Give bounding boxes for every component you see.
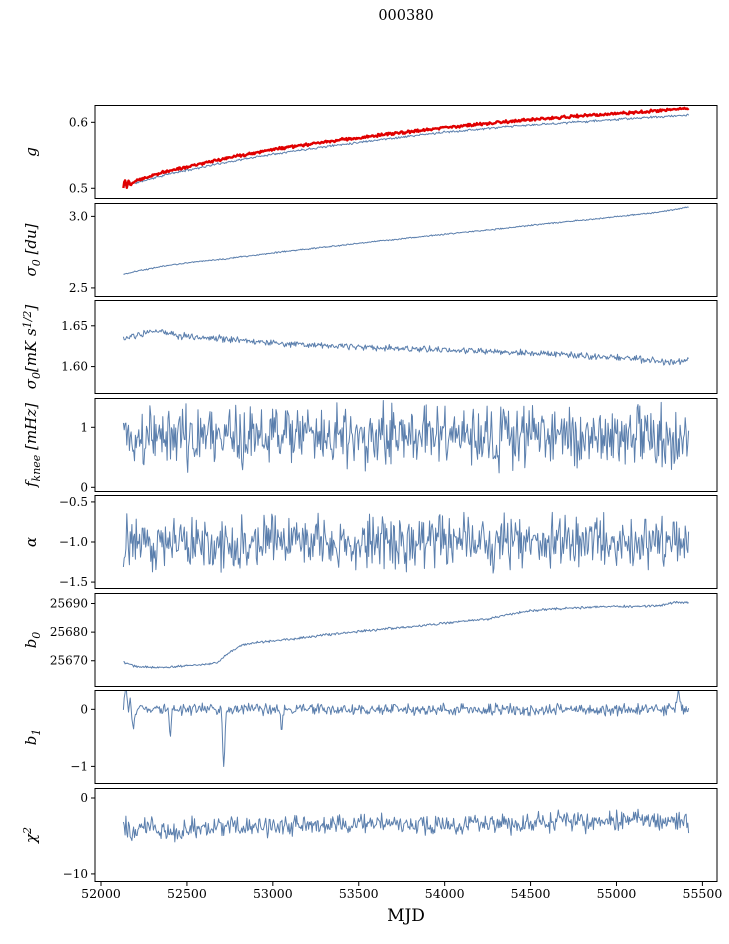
chart-title: 000380 <box>378 8 434 24</box>
panel-sigma0-mks-plot: 1.60 1.65 σ0​[mK s1/2​] <box>21 300 718 394</box>
y-axis-label-g: g <box>22 147 40 157</box>
y-tick-label: 0.6 <box>69 115 88 129</box>
y-axis-label-chi2: χ2​ <box>21 826 40 843</box>
y-tick-label: 3.0 <box>69 209 88 223</box>
y-axis-label-sigma0-du: σ0​ [du] <box>22 223 43 276</box>
x-tick-label: 52500 <box>167 886 207 901</box>
series-sigma0-du <box>123 206 689 275</box>
y-tick-label: −0.5 <box>59 495 88 509</box>
panel-sigma0-du-plot: 2.5 3.0 σ0​ [du] <box>22 202 718 297</box>
panel-chi2: 0 −10 χ2​ <box>0 787 729 886</box>
y-tick-label: 25690 <box>50 596 88 610</box>
y-tick-label: 25680 <box>50 625 88 639</box>
series-b0 <box>123 600 689 669</box>
series-sigma0-mks <box>122 329 689 366</box>
panel-g-plot: 0.5 0.6 g <box>22 105 718 199</box>
y-tick-label: 2.5 <box>69 280 88 294</box>
x-tick-label: 53500 <box>338 886 379 901</box>
y-tick-label: 0 <box>80 480 88 494</box>
y-tick-label: 1.65 <box>61 319 88 333</box>
panel-sigma0-du: 2.5 3.0 σ0​ [du] <box>0 202 729 297</box>
y-axis-label-sigma0-mks: σ0​[mK s1/2​] <box>21 305 43 390</box>
y-tick-label: 0 <box>80 702 88 716</box>
y-tick-label: −1 <box>70 759 88 773</box>
panel-b0: 25670 25680 25690 b0​ <box>0 592 729 687</box>
y-axis-label-fknee: fknee​ [mHz] <box>22 402 43 487</box>
panel-b0-plot: 25670 25680 25690 b0​ <box>22 592 718 687</box>
y-tick-label: −10 <box>63 866 88 880</box>
panel-sigma0-mks-border <box>94 300 718 394</box>
panel-sigma0-mks: 1.60 1.65 σ0​[mK s1/2​] <box>0 300 729 394</box>
panel-sigma0-du-border <box>94 202 718 297</box>
y-tick-label: 0 <box>80 790 88 804</box>
y-axis-label-alpha: α <box>22 537 40 547</box>
y-tick-label: −1.5 <box>59 575 88 589</box>
panel-chi2-plot: 0 −10 χ2​ <box>21 787 718 886</box>
panel-fknee-border <box>94 397 718 492</box>
x-tick-label: 55500 <box>682 886 723 901</box>
panel-b1-border <box>94 690 718 784</box>
panel-alpha-plot: −0.5 −1.0 −1.5 α <box>22 495 718 589</box>
panel-alpha-border <box>94 495 718 589</box>
x-tick-label: 54000 <box>424 886 465 901</box>
panel-b1: 0 −1 b1​ <box>0 690 729 784</box>
panel-alpha: −0.5 −1.0 −1.5 α <box>0 495 729 589</box>
y-axis-label-b1: b1​ <box>22 729 43 746</box>
x-tick-label: 52000 <box>81 886 121 901</box>
panel-fknee-plot: 0 1 fknee​ [mHz] <box>22 397 718 494</box>
y-tick-label: 0.5 <box>69 181 88 195</box>
series-chi2 <box>122 808 690 842</box>
series-b1 <box>122 690 690 767</box>
y-tick-label: 25670 <box>50 653 88 667</box>
series-fknee <box>122 399 690 473</box>
series-gain-secondary <box>123 113 690 187</box>
x-tick-labels: 52000 52500 53000 53500 54000 54500 55000 55500 <box>0 886 729 904</box>
panel-b1-plot: 0 −1 b1​ <box>22 690 718 784</box>
panel-g: 0.5 0.6 g <box>0 105 729 199</box>
x-tick-label: 53000 <box>252 886 293 901</box>
y-tick-label: −1.0 <box>59 535 88 549</box>
panel-g-border <box>94 105 718 199</box>
series-gain-primary <box>122 106 690 190</box>
series-alpha <box>122 511 690 574</box>
x-tick-label: 55000 <box>596 886 637 901</box>
panel-fknee: 0 1 fknee​ [mHz] <box>0 397 729 494</box>
panel-b0-border <box>94 592 718 687</box>
panel-chi2-border <box>94 787 718 882</box>
y-axis-label-b0: b0​ <box>22 631 43 648</box>
x-axis-label: MJD <box>387 906 425 926</box>
y-tick-label: 1 <box>80 420 88 434</box>
y-tick-label: 1.60 <box>61 360 88 374</box>
x-tick-label: 54500 <box>510 886 551 901</box>
